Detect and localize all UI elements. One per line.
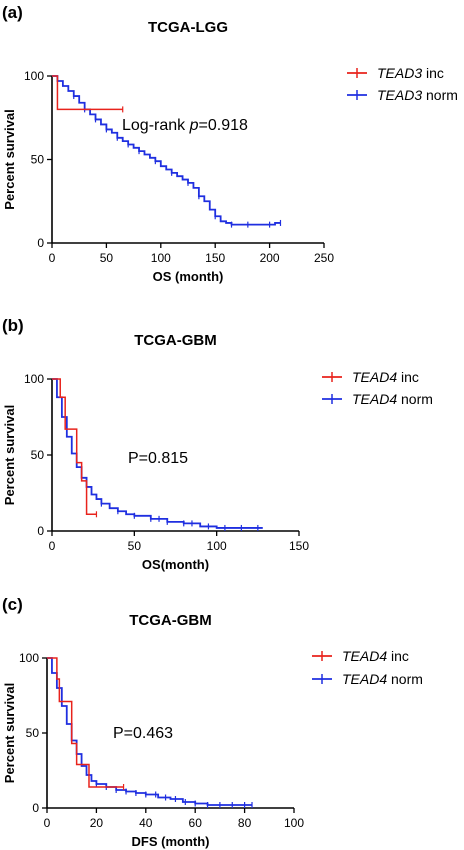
y-tick-label: 50 — [26, 726, 40, 740]
y-tick-label: 100 — [24, 372, 44, 386]
legend-gene: TEAD4 — [352, 391, 397, 407]
y-axis-title: Percent survival — [2, 109, 17, 209]
x-tick-label: 250 — [314, 251, 334, 265]
legend-gene: TEAD4 — [342, 671, 387, 687]
x-tick-label: 0 — [44, 816, 51, 830]
panel-label: (c) — [2, 595, 23, 614]
x-tick-label: 40 — [139, 816, 153, 830]
chart-title: TCGA-GBM — [134, 332, 217, 349]
x-tick-label: 200 — [260, 251, 280, 265]
chart-title: TCGA-GBM — [129, 612, 212, 629]
panel-c: (c) TCGA-GBM 0 20 40 60 80 100 0 50 100 DFS (month)… — [2, 595, 423, 849]
y-axis-title: Percent survival — [2, 683, 17, 783]
y-tick-label: 100 — [24, 69, 44, 83]
x-tick-label: 100 — [151, 251, 171, 265]
legend-item: TEAD4 inc — [342, 648, 409, 664]
annotation-italic: p — [189, 117, 199, 134]
annotation-prefix: P=0.463 — [113, 725, 173, 742]
panel-a: (a) TCGA-LGG 0 50 100 150 200 250 0 50 100 OS (mont… — [2, 3, 458, 284]
legend-gene: TEAD4 — [342, 648, 387, 664]
p-value-annotation: Log-rank p=0.918 — [122, 117, 248, 134]
x-tick-label: 20 — [90, 816, 104, 830]
annotation-suffix: =0.918 — [199, 117, 248, 134]
y-axis-title: Percent survival — [2, 405, 17, 505]
y-tick-label: 0 — [32, 801, 39, 815]
x-tick-label: 60 — [189, 816, 203, 830]
x-tick-label: 80 — [238, 816, 252, 830]
y-tick-label: 50 — [31, 448, 45, 462]
annotation-prefix: Log-rank — [122, 117, 190, 134]
legend-status: norm — [422, 87, 458, 103]
legend-item: TEAD4 inc — [352, 369, 419, 385]
x-tick-label: 150 — [289, 539, 309, 553]
legend-status: inc — [387, 648, 409, 664]
x-tick-label: 0 — [49, 539, 56, 553]
legend-status: norm — [387, 671, 423, 687]
legend-item: TEAD3 inc — [377, 65, 444, 81]
y-tick-label: 100 — [19, 651, 39, 665]
panel-b: (b) TCGA-GBM 0 50 100 150 0 50 100 OS(month) Perce… — [2, 316, 433, 572]
panel-label: (a) — [2, 3, 23, 22]
legend-item: TEAD4 norm — [352, 391, 433, 407]
survival-curve-norm — [52, 378, 263, 529]
legend-status: norm — [397, 391, 433, 407]
x-axis-title: DFS (month) — [132, 834, 210, 849]
survival-curve-inc — [52, 378, 97, 516]
y-tick-label: 50 — [31, 153, 45, 167]
legend-status: inc — [397, 369, 419, 385]
x-tick-label: 150 — [205, 251, 225, 265]
p-value-annotation: P=0.815 — [128, 450, 188, 467]
legend-gene: TEAD3 — [377, 65, 422, 81]
survival-curve-inc — [47, 657, 124, 788]
survival-curve-inc — [52, 75, 123, 111]
legend-gene: TEAD4 — [352, 369, 397, 385]
survival-curve-norm — [52, 75, 281, 226]
x-tick-label: 50 — [100, 251, 114, 265]
chart-title: TCGA-LGG — [148, 19, 228, 36]
p-value-annotation: P=0.463 — [113, 725, 173, 742]
x-axis-title: OS(month) — [142, 557, 209, 572]
y-tick-label: 0 — [37, 524, 44, 538]
x-tick-label: 100 — [207, 539, 227, 553]
legend-gene: TEAD3 — [377, 87, 422, 103]
x-tick-label: 50 — [128, 539, 142, 553]
legend-status: inc — [422, 65, 444, 81]
x-tick-label: 100 — [284, 816, 304, 830]
x-tick-label: 0 — [49, 251, 56, 265]
legend-item: TEAD3 norm — [377, 87, 458, 103]
annotation-prefix: P=0.815 — [128, 450, 188, 467]
y-tick-label: 0 — [37, 236, 44, 250]
legend-item: TEAD4 norm — [342, 671, 423, 687]
panel-label: (b) — [2, 316, 24, 335]
x-axis-title: OS (month) — [153, 269, 224, 284]
